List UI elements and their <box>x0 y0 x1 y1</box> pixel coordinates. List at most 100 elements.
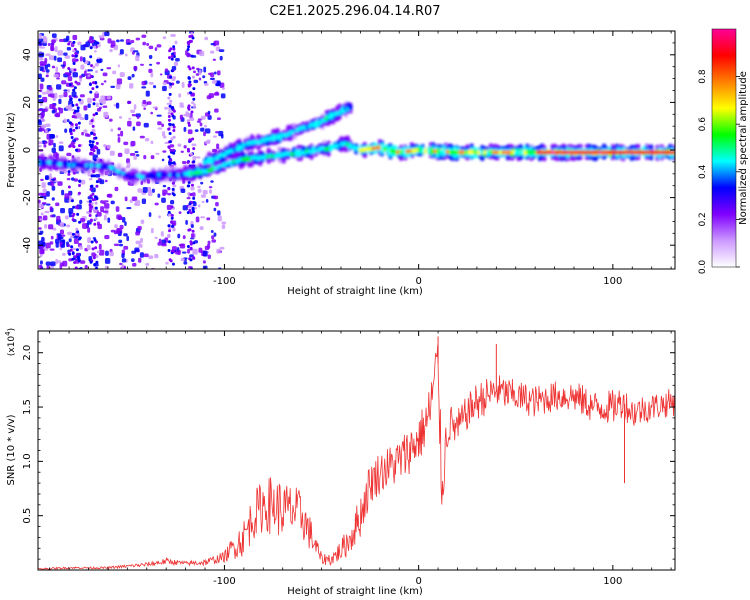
spectrogram-noise-cell <box>77 144 81 148</box>
spectrogram-noise-cell <box>49 173 52 178</box>
spectrogram-noise-cell <box>180 188 186 193</box>
colorbar-tick-label: 0.2 <box>698 212 708 226</box>
spectrogram-noise-cell <box>157 193 161 198</box>
spectrogram-noise-cell <box>90 131 94 135</box>
spectrogram-noise-cell <box>40 77 45 82</box>
spectrogram-noise-cell <box>79 94 85 98</box>
spectrogram-noise-cell <box>169 158 173 162</box>
spectrogram-noise-cell <box>38 141 43 145</box>
spectrogram-noise-cell <box>84 133 90 137</box>
spectrogram-noise-cell <box>131 113 137 117</box>
spectrogram-noise-cell <box>61 80 67 85</box>
spectrogram-noise-cell <box>77 184 81 188</box>
spectrogram-noise-cell <box>54 92 58 99</box>
snr-ylabel: SNR (10 * v/v) <box>6 414 17 485</box>
spectrogram-noise-cell <box>103 111 109 118</box>
spectrogram-noise-cell <box>171 106 175 110</box>
snr-ytick-label: 1.5 <box>22 399 33 415</box>
spectrogram-noise-cell <box>191 229 195 233</box>
spectrogram-noise-cell <box>212 135 217 138</box>
spectrogram-noise-cell <box>94 112 98 116</box>
spectrogram-noise-cell <box>61 234 66 237</box>
spectrogram-noise-cell <box>162 131 166 137</box>
spectrogram-ridge-core <box>380 146 384 151</box>
spectrogram-noise-cell <box>78 98 82 102</box>
spectrogram-noise-cell <box>88 177 93 181</box>
spectrogram-noise-cell <box>110 128 114 132</box>
spectrogram-noise-cell <box>192 156 197 161</box>
spectrogram-noise-cell <box>146 178 151 184</box>
spectrogram-noise-cell <box>190 186 195 191</box>
spectrogram-noise-cell <box>54 180 58 183</box>
spectrogram-noise-cell <box>203 124 208 128</box>
spectrogram-noise-cell <box>71 91 77 98</box>
spectrogram-noise-cell <box>187 53 191 57</box>
spectrogram-ridge-core <box>424 148 428 153</box>
spectrogram-noise-cell <box>96 59 100 63</box>
colorbar-tick-label: 0.6 <box>698 117 708 132</box>
spectrogram-noise-cell <box>51 178 56 181</box>
spectrogram-noise-cell <box>210 42 215 46</box>
spectrogram-ridge-core <box>452 150 456 155</box>
spectrogram-noise-cell <box>188 67 192 71</box>
spectrogram-noise-cell <box>75 103 79 107</box>
spectrogram-noise-cell <box>102 105 108 108</box>
spectrogram-noise-cell <box>89 46 93 50</box>
spectrogram-noise-cell <box>168 92 172 96</box>
spectrogram-noise-cell <box>62 252 66 256</box>
spectrogram-noise-cell <box>161 243 167 247</box>
spectrogram-noise-cell <box>90 40 94 44</box>
spectrogram-noise-cell <box>116 228 121 235</box>
spectrogram-noise-cell <box>191 36 195 40</box>
spectrogram-noise-cell <box>191 101 195 105</box>
spectrogram-noise-cell <box>154 253 159 259</box>
spectrogram-noise-cell <box>168 56 172 60</box>
spectrogram-noise-cell <box>218 49 225 53</box>
spectrogram-noise-cell <box>51 197 55 201</box>
spectrogram-noise-cell <box>64 128 68 133</box>
spectrogram-noise-cell <box>87 103 91 108</box>
spectrogram-ridge-core <box>595 150 599 155</box>
spectrogram-noise-cell <box>167 96 171 100</box>
spectrogram-noise-cell <box>133 155 137 160</box>
spectrogram-ridge-core <box>539 150 543 155</box>
spectrogram-noise-cell <box>167 192 172 196</box>
snr-ytick-label: 2.0 <box>22 345 33 361</box>
spectrogram-noise-cell <box>216 248 221 254</box>
spectrogram-noise-cell <box>51 65 56 69</box>
spectrogram-noise-cell <box>189 246 193 250</box>
colorbar-ticks: 0.0 0.2 0.4 0.6 0.8 <box>698 69 740 274</box>
spectrogram-noise-cell <box>88 82 92 86</box>
spectrogram-noise-cell <box>155 152 160 155</box>
spectrogram-noise-cell <box>195 216 200 223</box>
spectrogram-noise-cell <box>43 143 47 148</box>
spectrogram-noise-cell <box>103 200 109 203</box>
spectrogram-noise-cell <box>63 52 68 56</box>
spectrogram-ridge-core <box>666 150 670 155</box>
spectrogram-noise-cell <box>198 77 202 81</box>
spectrogram-ridge-core <box>619 150 623 155</box>
spectrogram-noise-cell <box>204 128 211 134</box>
spectrogram-noise-cell <box>200 216 206 219</box>
spectrogram-noise-cell <box>104 203 110 209</box>
spectrogram-noise-cell <box>168 229 172 233</box>
spectrogram-ridge-core <box>396 149 400 154</box>
spectrogram-ridge-core <box>582 150 586 155</box>
spectrogram-noise-cell <box>57 181 63 186</box>
spectrogram-noise-cell <box>71 115 75 119</box>
spectrogram-noise-cell <box>117 137 121 143</box>
spectrogram-ridge-core <box>501 150 505 155</box>
spectrogram-noise-cell <box>95 180 99 184</box>
spectrogram-noise-cell <box>41 236 45 242</box>
spectrogram-noise-cell <box>139 135 145 139</box>
spectrogram-ridge-core <box>358 148 362 152</box>
spectrogram-ridge-core <box>654 150 658 155</box>
spectrogram-noise-cell <box>186 184 190 188</box>
spectrogram-noise-cell <box>77 259 81 263</box>
spectrogram-noise-cell <box>39 66 44 72</box>
spectrogram-noise-cell <box>72 58 77 63</box>
spectrogram-noise-cell <box>215 131 220 134</box>
spectrogram-ridge-core <box>458 150 462 155</box>
spectrogram-noise-cell <box>95 184 99 188</box>
